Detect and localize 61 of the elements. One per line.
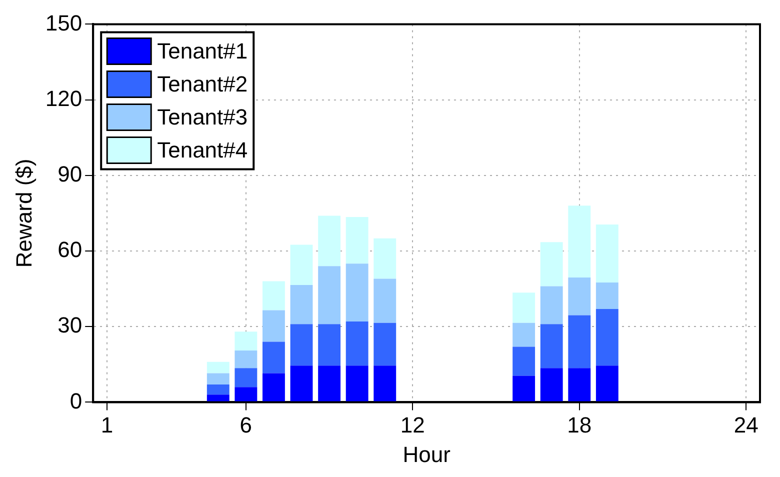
bar: [512, 376, 536, 402]
bar: [540, 368, 563, 402]
legend-label: Tenant#4: [157, 137, 248, 162]
y-tick-label: 120: [45, 86, 82, 111]
bar: [318, 216, 341, 266]
bar: [346, 216, 368, 264]
legend-label: Tenant#3: [157, 104, 248, 130]
legend-label: Tenant#2: [157, 71, 248, 96]
bar: [568, 206, 591, 278]
bar: [346, 322, 368, 366]
x-tick-label: 12: [400, 412, 425, 438]
bar: [234, 332, 258, 351]
bar: [290, 244, 313, 286]
bar: [512, 322, 536, 347]
bar: [540, 242, 563, 286]
y-tick-label: 60: [58, 237, 82, 262]
bar: [290, 285, 313, 324]
x-tick-label: 6: [240, 412, 252, 438]
bar: [318, 266, 341, 324]
bar: [596, 282, 618, 309]
bar: [262, 342, 285, 374]
bar: [568, 368, 591, 402]
bar: [596, 308, 618, 366]
bar: [568, 277, 591, 316]
bar: [374, 238, 396, 279]
bar: [262, 310, 285, 342]
bar: [346, 366, 368, 402]
bar: [206, 394, 230, 402]
y-tick-label: 90: [58, 161, 82, 186]
bar: [262, 373, 285, 402]
bar: [596, 366, 618, 402]
bar: [206, 362, 230, 374]
bar: [262, 281, 285, 310]
bar: [540, 324, 563, 368]
bar: [540, 286, 563, 324]
bar: [374, 322, 396, 366]
x-axis-title: Hour: [402, 442, 450, 467]
bar: [374, 278, 396, 323]
bar: [512, 346, 536, 376]
legend-label: Tenant#1: [157, 38, 248, 64]
bar: [374, 366, 396, 402]
y-tick-label: 150: [45, 10, 82, 36]
x-tick-label: 18: [567, 412, 592, 438]
bar: [318, 366, 341, 402]
y-tick-label: 0: [70, 388, 82, 414]
bar: [206, 384, 230, 395]
bar: [568, 315, 591, 368]
bar: [346, 264, 368, 322]
bar: [290, 324, 313, 366]
bar: [234, 387, 258, 402]
x-tick-label: 24: [734, 412, 758, 438]
bar: [512, 292, 536, 323]
bar: [234, 350, 258, 368]
y-tick-label: 30: [58, 312, 82, 338]
bar: [596, 224, 618, 282]
y-axis-title: Reward ($): [11, 158, 36, 268]
bar: [318, 324, 341, 366]
x-tick-label: 1: [100, 412, 114, 438]
bar: [290, 366, 313, 402]
bar: [206, 373, 230, 385]
bar: [234, 368, 258, 388]
